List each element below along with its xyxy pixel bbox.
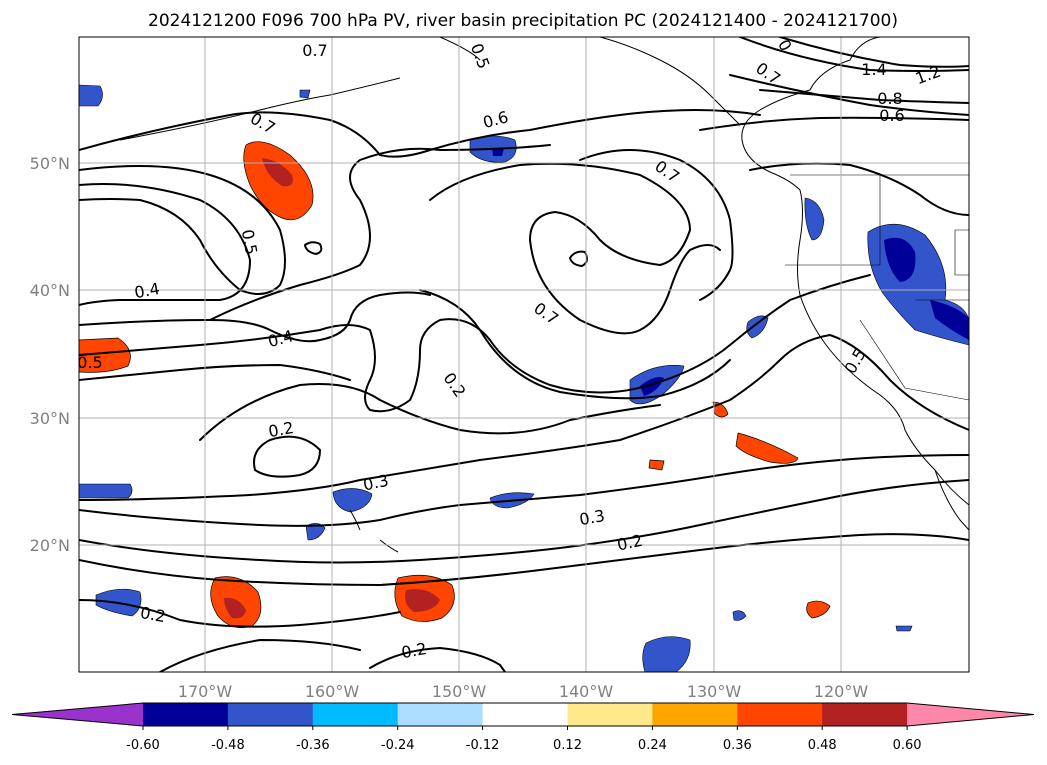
colorbar-tick-label: 0.48 (808, 738, 837, 753)
colorbar-tick-label: -0.48 (211, 738, 245, 753)
lon-label: 120°W (814, 682, 869, 701)
colorbar-segment (397, 703, 484, 726)
lon-label: 130°W (687, 682, 742, 701)
colorbar-tick-label: -0.36 (296, 738, 330, 753)
colorbar-tick-label: -0.24 (381, 738, 415, 753)
colorbar: -0.60 -0.48 -0.36 -0.24 -0.12 0.12 0.24 0.36 0.4… (11, 702, 1035, 753)
lon-label: 170°W (178, 682, 233, 701)
contour-label: 0.5 (238, 228, 261, 256)
contour-label: 0.2 (400, 639, 428, 662)
contour-label: 0.2 (615, 531, 644, 555)
contour-label: 0.3 (361, 471, 390, 495)
latitude-labels: 50°N 40°N 30°N 20°N (30, 154, 70, 555)
colorbar-segment (143, 703, 229, 726)
gridlines (79, 37, 969, 672)
colorbar-tick-label: -0.60 (126, 738, 160, 753)
colorbar-segment (482, 703, 568, 726)
map-panel: 0.7 0.5 0.7 0 0.7 1.4 1.2 0.8 0.6 0.6 0.… (77, 36, 970, 673)
longitude-labels: 170°W 160°W 150°W 140°W 130°W 120°W (178, 682, 869, 701)
coastlines (119, 37, 969, 553)
lat-label: 20°N (30, 536, 70, 555)
lat-label: 30°N (30, 409, 70, 428)
figure-title: 2024121200 F096 700 hPa PV, river basin … (148, 11, 898, 31)
colorbar-segment (567, 703, 653, 726)
lon-label: 160°W (305, 682, 360, 701)
colorbar-segment (227, 703, 314, 726)
contour-label: 0.2 (267, 418, 295, 441)
colorbar-segment (312, 703, 399, 726)
precip-anomaly-shading (79, 84, 969, 672)
colorbar-segment (652, 703, 738, 726)
colorbar-tick-label: 0.12 (553, 738, 582, 753)
contour-label: 0.6 (879, 106, 904, 125)
contour-label: 0.3 (578, 506, 606, 529)
colorbar-extend-high (907, 703, 1034, 726)
colorbar-extend-low (12, 703, 143, 726)
lat-label: 40°N (30, 281, 70, 300)
contour-label: 0.5 (77, 353, 102, 372)
lon-label: 150°W (432, 682, 487, 701)
colorbar-tick-label: 0.36 (723, 738, 752, 753)
contour-label: 0.8 (877, 89, 902, 108)
lat-label: 50°N (30, 154, 70, 173)
contour-label: 0.4 (133, 279, 161, 302)
pv-contours (79, 37, 969, 672)
colorbar-tick-label: -0.12 (466, 738, 500, 753)
contour-label: 0.2 (139, 603, 167, 626)
colorbar-segment (737, 703, 823, 726)
colorbar-segment (822, 703, 908, 726)
contour-label: 1.4 (861, 60, 886, 79)
lon-label: 140°W (559, 682, 614, 701)
contour-label: 0.7 (302, 41, 327, 60)
colorbar-tick-label: 0.24 (638, 738, 667, 753)
colorbar-tick-label: 0.60 (893, 738, 922, 753)
